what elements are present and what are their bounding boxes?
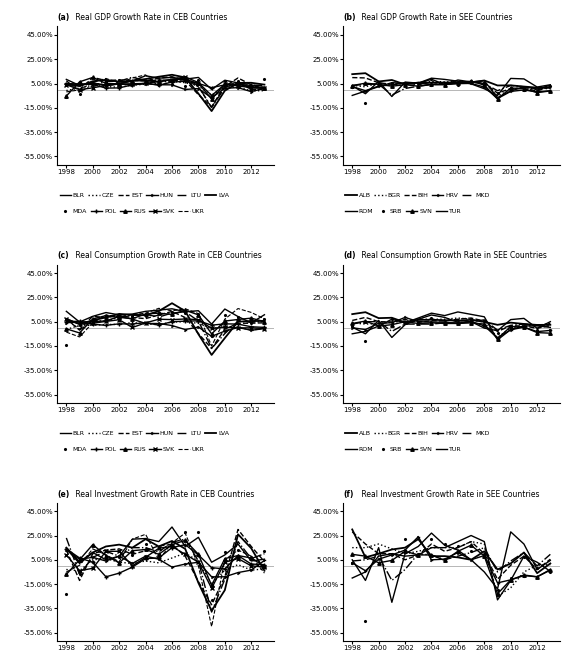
Legend: ROM, SRB, SVN, TUR: ROM, SRB, SVN, TUR (343, 206, 464, 217)
Legend: ROM, SRB, SVN, TUR: ROM, SRB, SVN, TUR (343, 445, 464, 455)
Legend: MDA, POL, RUS, SVK, UKR: MDA, POL, RUS, SVK, UKR (57, 445, 207, 455)
Text: (b): (b) (343, 13, 356, 22)
Text: Real Consumption Growth Rate in SEE Countries: Real Consumption Growth Rate in SEE Coun… (359, 251, 547, 260)
Text: Real Investment Growth Rate in SEE Countries: Real Investment Growth Rate in SEE Count… (359, 490, 540, 498)
Text: (e): (e) (57, 490, 69, 498)
Text: Real GDP Growth Rate in CEB Countries: Real GDP Growth Rate in CEB Countries (73, 13, 228, 22)
Text: (a): (a) (57, 13, 69, 22)
Text: (f): (f) (343, 490, 353, 498)
Text: (d): (d) (343, 251, 356, 260)
Text: Real GDP Growth Rate in SEE Countries: Real GDP Growth Rate in SEE Countries (359, 13, 513, 22)
Legend: MDA, POL, RUS, SVK, UKR: MDA, POL, RUS, SVK, UKR (57, 206, 207, 217)
Text: Real Consumption Growth Rate in CEB Countries: Real Consumption Growth Rate in CEB Coun… (73, 251, 262, 260)
Text: Real Investment Growth Rate in CEB Countries: Real Investment Growth Rate in CEB Count… (73, 490, 255, 498)
Text: (c): (c) (57, 251, 69, 260)
